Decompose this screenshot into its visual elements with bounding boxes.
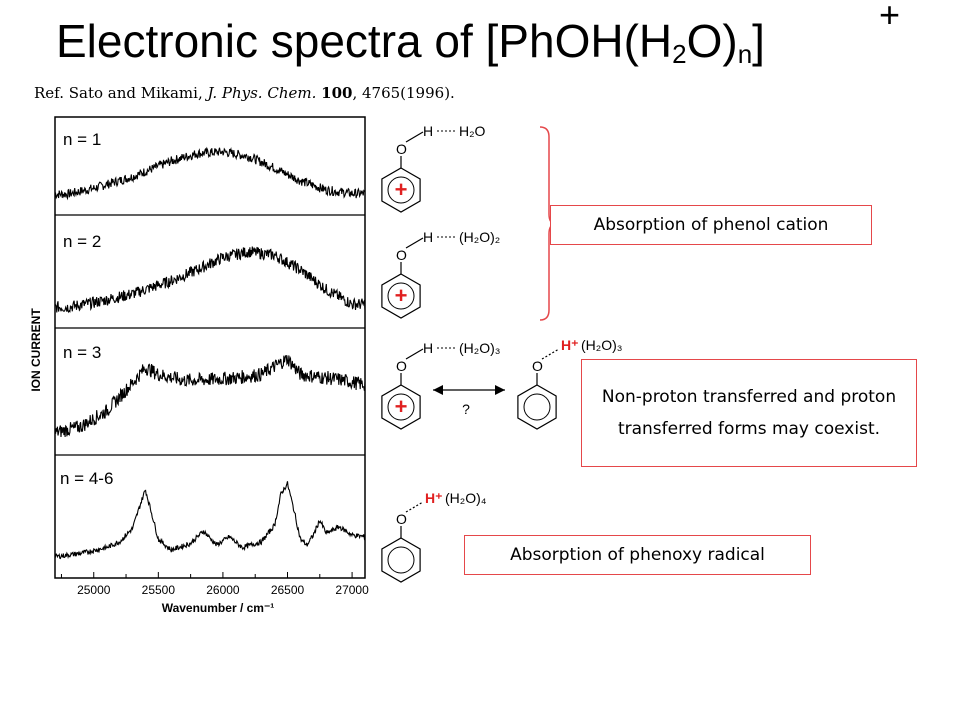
molecular-structures: +OH H₂O+OH (H₂O)₂+OH (H₂O)₃OH⁺ (H₂O)₃OH⁺ (H₂O…: [381, 123, 622, 583]
panel-label-2: n = 2: [63, 232, 101, 251]
ref-journal: J. Phys. Chem.: [207, 84, 317, 102]
water-cluster-label: (H₂O)₃: [581, 337, 622, 353]
oxygen-label: O: [396, 247, 407, 263]
molecule-n1: + OH H₂O: [381, 123, 486, 213]
equilibrium-question-mark: ?: [462, 401, 470, 417]
x-tick-label: 27000: [335, 583, 369, 597]
callout-coexist: Non-proton transferred and proton transf…: [581, 359, 917, 467]
title-subscript-n: n: [737, 39, 753, 69]
x-axis: 25000 25500 26000 26500 27000: [60, 572, 369, 597]
oxygen-label: O: [396, 511, 407, 527]
cation-plus-icon: +: [395, 177, 408, 202]
o-h-bond: [405, 237, 424, 249]
benzene-ring: [517, 384, 557, 430]
panel-label-1: n = 1: [63, 130, 101, 149]
plot-frame: [54, 116, 366, 579]
benzene-ring: [381, 384, 421, 430]
o-h-bond: [405, 131, 424, 143]
aromatic-circle: [523, 393, 551, 421]
molecule-n3: + OH (H₂O)₃: [381, 340, 500, 430]
arrow-right-head: [495, 385, 505, 395]
molecule-n2: + OH (H₂O)₂: [381, 229, 500, 319]
callout-phenol-cation: Absorption of phenol cation: [550, 205, 872, 245]
ref-pages: , 4765(1996).: [352, 84, 455, 102]
x-tick-label: 26000: [206, 583, 240, 597]
spectra-panels: n = 1 n = 2 n = 3 n = 4-6: [54, 116, 366, 579]
title-superscript-plus: +: [879, 0, 901, 35]
reference-citation: Ref. Sato and Mikami, J. Phys. Chem. 100…: [34, 84, 455, 102]
y-axis-label: ION CURRENT: [29, 308, 43, 392]
callout-phenoxy-radical: Absorption of phenoxy radical: [464, 535, 811, 575]
title-mid: O): [686, 15, 738, 67]
x-tick-label: 26500: [271, 583, 305, 597]
oxygen-label: O: [396, 358, 407, 374]
o-h-bond: [405, 348, 424, 360]
panel-label-3: n = 3: [63, 343, 101, 362]
proton-label: H⁺: [561, 337, 579, 353]
x-tick-label: 25000: [77, 583, 111, 597]
benzene-ring: [381, 273, 421, 319]
proton-label: H⁺: [425, 490, 443, 506]
water-cluster-label: (H₂O)₂: [459, 229, 500, 245]
hydrogen-label: H: [423, 229, 433, 245]
cation-plus-icon: +: [395, 283, 408, 308]
molecule-n4: O H⁺ (H₂O)₄: [381, 490, 487, 583]
callout-coexist-text: Non-proton transferred and proton transf…: [601, 387, 897, 439]
spectrum-line-4: [54, 481, 366, 560]
aromatic-circle: [387, 176, 415, 204]
o-h-bond: [541, 348, 560, 360]
arrow-left-head: [433, 385, 443, 395]
spectrum-line-2: [54, 246, 366, 314]
aromatic-circle: [387, 282, 415, 310]
cation-plus-icon: +: [395, 394, 408, 419]
slide-title: Electronic spectra of [PhOH(H2O)n] +: [56, 0, 936, 76]
spectrum-line-3: [54, 354, 366, 438]
oxygen-label: O: [396, 141, 407, 157]
title-subscript-2: 2: [672, 39, 687, 69]
title-end: ]: [752, 15, 765, 67]
water-cluster-label: H₂O: [459, 123, 486, 139]
title-main: Electronic spectra of [PhOH(H: [56, 15, 673, 67]
o-h-bond: [405, 501, 424, 513]
panel-label-4: n = 4-6: [60, 469, 113, 488]
ref-authors: Ref. Sato and Mikami,: [34, 84, 208, 102]
benzene-ring: [381, 537, 421, 583]
hydrogen-label: H: [423, 123, 433, 139]
aromatic-circle: [387, 546, 415, 574]
hydrogen-label: H: [423, 340, 433, 356]
benzene-ring: [381, 167, 421, 213]
spectrum-line-1: [54, 146, 366, 201]
ref-volume: 100: [321, 84, 353, 102]
oxygen-label: O: [532, 358, 543, 374]
water-cluster-label: (H₂O)₃: [459, 340, 500, 356]
water-cluster-label: (H₂O)₄: [445, 490, 487, 506]
x-tick-label: 25500: [142, 583, 176, 597]
x-axis-label: Wavenumber / cm⁻¹: [162, 601, 275, 615]
aromatic-circle: [387, 393, 415, 421]
molecule-n3-proton-transferred: O H⁺ (H₂O)₃: [517, 337, 622, 430]
